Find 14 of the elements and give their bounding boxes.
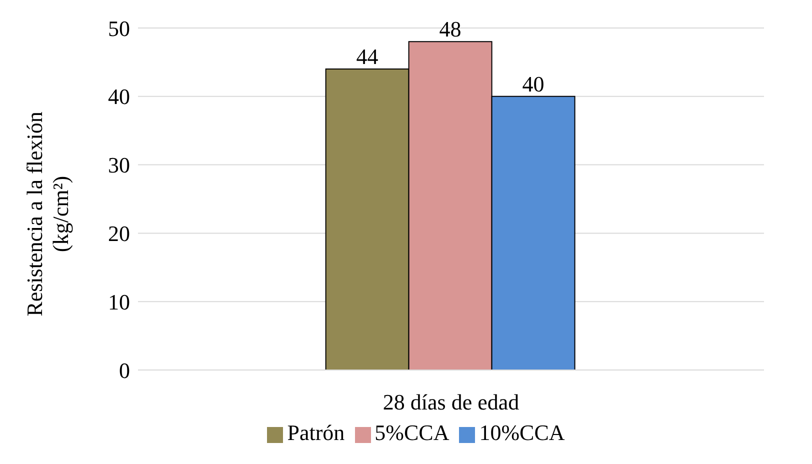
data-label: 48 [439, 16, 462, 42]
y-tick-label: 30 [108, 152, 130, 178]
legend-label: Patrón [287, 420, 345, 445]
x-tick-label: 28 días de edad [382, 390, 520, 415]
y-tick-label: 10 [108, 289, 130, 314]
y-tick-label: 20 [108, 221, 130, 246]
legend-label: 5%CCA [374, 420, 450, 445]
y-tick-label: 40 [108, 84, 130, 110]
y-tick-label: 50 [108, 16, 130, 41]
data-label: 44 [356, 44, 378, 70]
y-tick-label: 0 [119, 358, 130, 383]
legend-label: 10%CCA [479, 420, 565, 445]
data-label: 40 [522, 71, 544, 96]
y-axis-title: Resistencia a la flexión (kg/cm²) [22, 110, 74, 318]
